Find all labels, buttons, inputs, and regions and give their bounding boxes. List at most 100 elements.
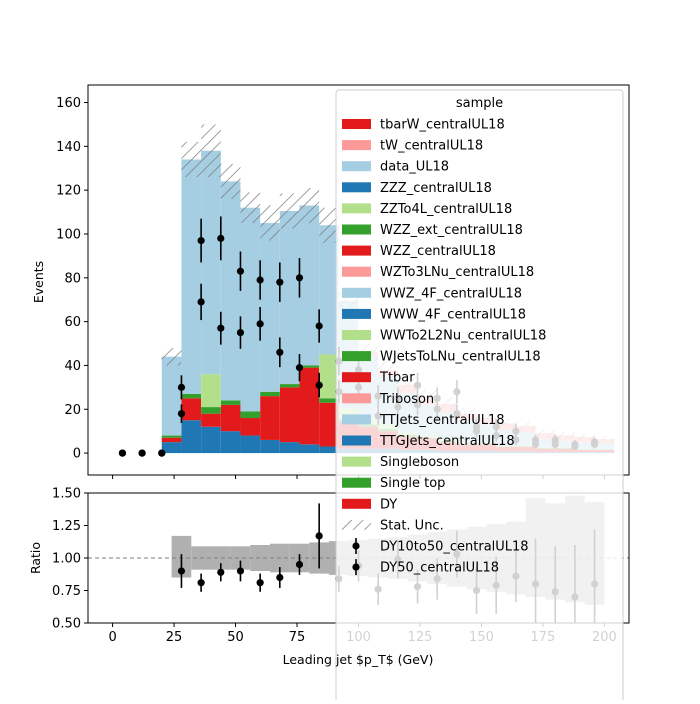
legend-title: sample xyxy=(456,96,503,111)
data-series-a-point-5 xyxy=(217,235,224,242)
legend-label-13: Triboson xyxy=(379,392,434,407)
legend-swatch-2 xyxy=(342,161,371,171)
stack-bar-4-2 xyxy=(201,151,221,374)
ratio-point-7 xyxy=(316,532,323,539)
data-series-a-point-8 xyxy=(276,279,283,286)
y-tick-label-top-1: 20 xyxy=(64,403,81,418)
data-series-b-point-4 xyxy=(198,298,205,305)
data-series-a-point-0 xyxy=(119,449,126,456)
stat-unc-band-7 xyxy=(299,188,319,223)
legend-swatch-6 xyxy=(342,246,371,256)
legend-swatch-4 xyxy=(342,203,371,213)
data-series-b-point-3 xyxy=(178,410,185,417)
stack-bar-0-3 xyxy=(221,431,241,453)
legend-label-4: ZZTo4L_centralUL18 xyxy=(380,202,512,217)
y-tick-label-ratio-4: 1.50 xyxy=(52,487,81,502)
y-tick-label-ratio-2: 1.00 xyxy=(52,552,81,567)
data-series-a-point-3 xyxy=(178,384,185,391)
stack-bar-2-1 xyxy=(181,394,201,398)
stack-bar-4-5 xyxy=(260,223,280,392)
ratio-point-4 xyxy=(257,579,264,586)
legend-label-5: WZZ_ext_centralUL18 xyxy=(380,223,523,238)
stack-bar-1-2 xyxy=(201,414,221,427)
legend-swatch-3 xyxy=(342,182,371,192)
ratio-point-5 xyxy=(276,574,283,581)
legend-swatch-17 xyxy=(342,478,371,488)
ratio-point-2 xyxy=(217,569,224,576)
stack-bar-0-7 xyxy=(299,444,319,453)
legend-swatch-11 xyxy=(342,351,371,361)
x-tick-label-3: 75 xyxy=(289,630,306,645)
legend-label-3: ZZZ_centralUL18 xyxy=(380,181,492,196)
y-tick-label-top-6: 120 xyxy=(56,184,81,199)
legend-label-21: DY50_centralUL18 xyxy=(380,561,499,576)
legend-label-0: tbarW_centralUL18 xyxy=(380,118,505,133)
stack-bar-1-7 xyxy=(299,368,319,445)
stack-bar-0-4 xyxy=(240,436,260,454)
stack-bar-2-3 xyxy=(221,401,241,405)
legend-swatch-7 xyxy=(342,267,371,277)
stack-bar-2-4 xyxy=(240,411,260,418)
data-series-b-point-9 xyxy=(296,364,303,371)
stack-bar-1-6 xyxy=(280,387,300,442)
ratio-point-0 xyxy=(178,567,185,574)
legend-swatch-10 xyxy=(342,330,371,340)
y-tick-label-top-0: 0 xyxy=(73,447,81,462)
stack-bar-4-7 xyxy=(299,206,319,366)
y-tick-label-top-7: 140 xyxy=(56,140,81,155)
legend-swatch-5 xyxy=(342,225,371,235)
y-tick-label-ratio-3: 1.25 xyxy=(52,519,81,534)
data-series-a-point-4 xyxy=(198,237,205,244)
legend-label-20: DY10to50_centralUL18 xyxy=(380,540,529,555)
legend-swatch-15 xyxy=(342,436,371,446)
y-axis-label-top: Events xyxy=(31,261,46,303)
legend-label-12: Ttbar xyxy=(379,371,415,386)
x-tick-label-0: 0 xyxy=(108,630,116,645)
legend-label-1: tW_centralUL18 xyxy=(380,139,483,154)
ratio-point-1 xyxy=(198,579,205,586)
stack-bar-0-2 xyxy=(201,427,221,453)
y-tick-label-top-5: 100 xyxy=(56,227,81,242)
legend: sampletbarW_centralUL18tW_centralUL18dat… xyxy=(336,90,623,700)
stack-bar-3-2 xyxy=(201,374,221,407)
legend-swatch-14 xyxy=(342,414,371,424)
legend-label-17: Single top xyxy=(380,476,445,491)
legend-swatch-1 xyxy=(342,140,371,150)
stack-bar-2-6 xyxy=(280,384,300,387)
y-tick-label-ratio-0: 0.50 xyxy=(52,617,81,632)
legend-swatch-16 xyxy=(342,457,371,467)
legend-label-8: WWZ_4F_centralUL18 xyxy=(380,286,522,301)
data-series-a-point-9 xyxy=(296,274,303,281)
legend-label-9: WWW_4F_centralUL18 xyxy=(380,307,526,322)
y-tick-label-top-3: 60 xyxy=(64,315,81,330)
stat-unc-band-5 xyxy=(260,206,280,241)
stat-unc-band-2 xyxy=(201,124,221,177)
legend-label-7: WZTo3LNu_centralUL18 xyxy=(380,265,534,280)
stack-bar-1-4 xyxy=(240,418,260,436)
stack-bar-4-1 xyxy=(181,159,201,393)
stack-bar-0-6 xyxy=(280,442,300,453)
stack-bar-4-6 xyxy=(280,211,300,384)
y-tick-label-ratio-1: 0.75 xyxy=(52,584,81,599)
data-series-a-point-2 xyxy=(158,449,165,456)
ratio-point-3 xyxy=(237,567,244,574)
stat-unc-band-3 xyxy=(221,164,241,199)
legend-label-19: Stat. Unc. xyxy=(380,518,444,533)
legend-swatch-13 xyxy=(342,393,371,403)
legend-swatch-12 xyxy=(342,372,371,382)
data-series-b-point-7 xyxy=(257,320,264,327)
legend-swatch-19 xyxy=(342,520,371,530)
stat-unc-band-1 xyxy=(181,142,201,177)
x-tick-label-1: 25 xyxy=(166,630,183,645)
data-series-a-point-10 xyxy=(316,322,323,329)
legend-swatch-9 xyxy=(342,309,371,319)
legend-marker-20 xyxy=(352,542,359,549)
legend-swatch-0 xyxy=(342,119,371,129)
legend-label-16: Singleboson xyxy=(380,455,459,470)
ratio-point-6 xyxy=(296,561,303,568)
stat-unc-band-6 xyxy=(280,193,300,228)
stack-bar-4-4 xyxy=(240,208,260,412)
stat-unc-band-0 xyxy=(162,348,182,366)
